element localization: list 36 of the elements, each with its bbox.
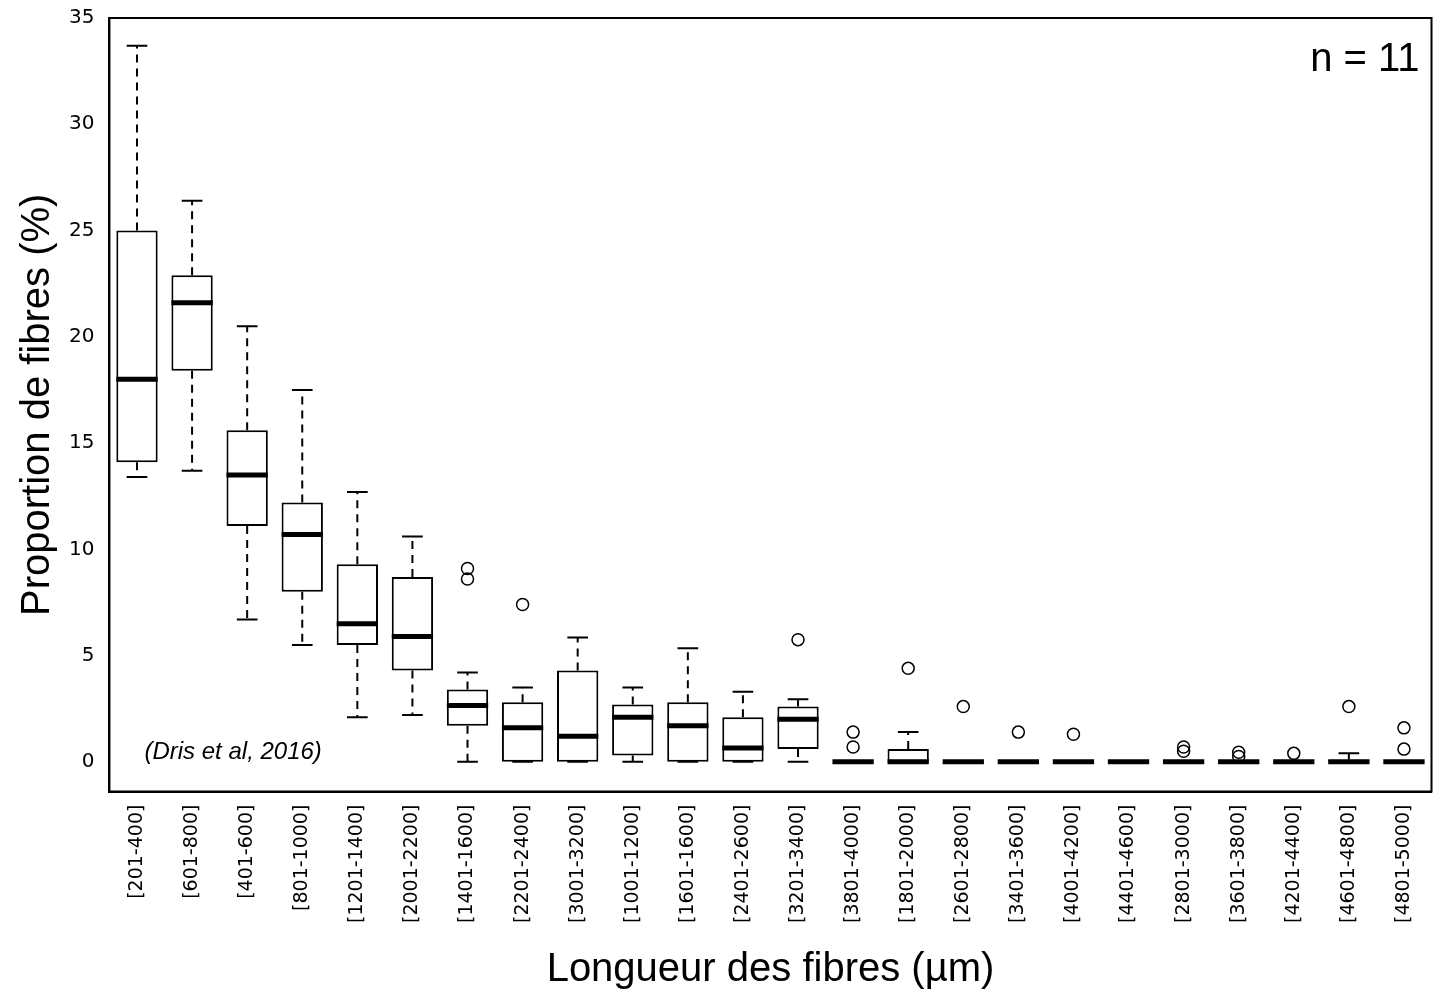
y-axis-title: Proportion de fibres (%) (13, 193, 58, 617)
x-tick-label: [601-800] (179, 804, 202, 899)
x-tick-label: [4201-4400] (1280, 804, 1303, 923)
x-tick-label: [2801-3000] (1170, 804, 1193, 923)
x-tick-label: [3401-3600] (1005, 804, 1028, 923)
y-tick-label: 0 (81, 748, 95, 773)
x-tick-label: [2601-2800] (950, 804, 973, 923)
x-tick-label: [1601-1600] (674, 804, 697, 923)
y-tick-label: 20 (69, 323, 95, 347)
x-tick-label: [3601-3800] (1225, 804, 1248, 923)
y-tick-label: 35 (69, 4, 95, 29)
x-tick-label: [3801-4000] (840, 804, 863, 923)
x-tick-label: [4001-4200] (1060, 804, 1083, 923)
y-tick-label: 5 (81, 641, 95, 666)
x-tick-label: [1001-1200] (619, 804, 642, 923)
x-tick-label: [2201-2400] (509, 804, 532, 923)
x-tick-label: [201-400] (123, 804, 146, 899)
y-tick-label: 15 (69, 429, 95, 454)
x-tick-label: [1401-1600] (454, 804, 477, 923)
y-tick-label: 10 (69, 535, 95, 560)
x-tick-label: [401-600] (234, 804, 257, 899)
annotation: n = 11 (1310, 35, 1420, 80)
x-tick-label: [3001-3200] (564, 804, 587, 923)
x-tick-label: [2401-2600] (729, 804, 752, 923)
x-tick-label: [1801-2000] (895, 804, 918, 923)
y-tick-label: 25 (69, 216, 95, 241)
x-tick-label: [801-1000] (289, 804, 312, 911)
x-axis-title: Longueur des fibres (µm) (546, 945, 995, 990)
x-tick-label: [1201-1400] (344, 804, 367, 923)
x-tick-label: [2001-2200] (399, 804, 422, 923)
x-tick-label: [4801-5000] (1390, 804, 1413, 923)
x-tick-label: [4401-4600] (1115, 804, 1138, 923)
annotation: (Dris et al, 2016) (144, 736, 322, 764)
x-tick-label: [4601-4800] (1335, 804, 1358, 923)
x-tick-label: [3201-3400] (784, 804, 807, 923)
y-tick-label: 30 (69, 110, 95, 135)
